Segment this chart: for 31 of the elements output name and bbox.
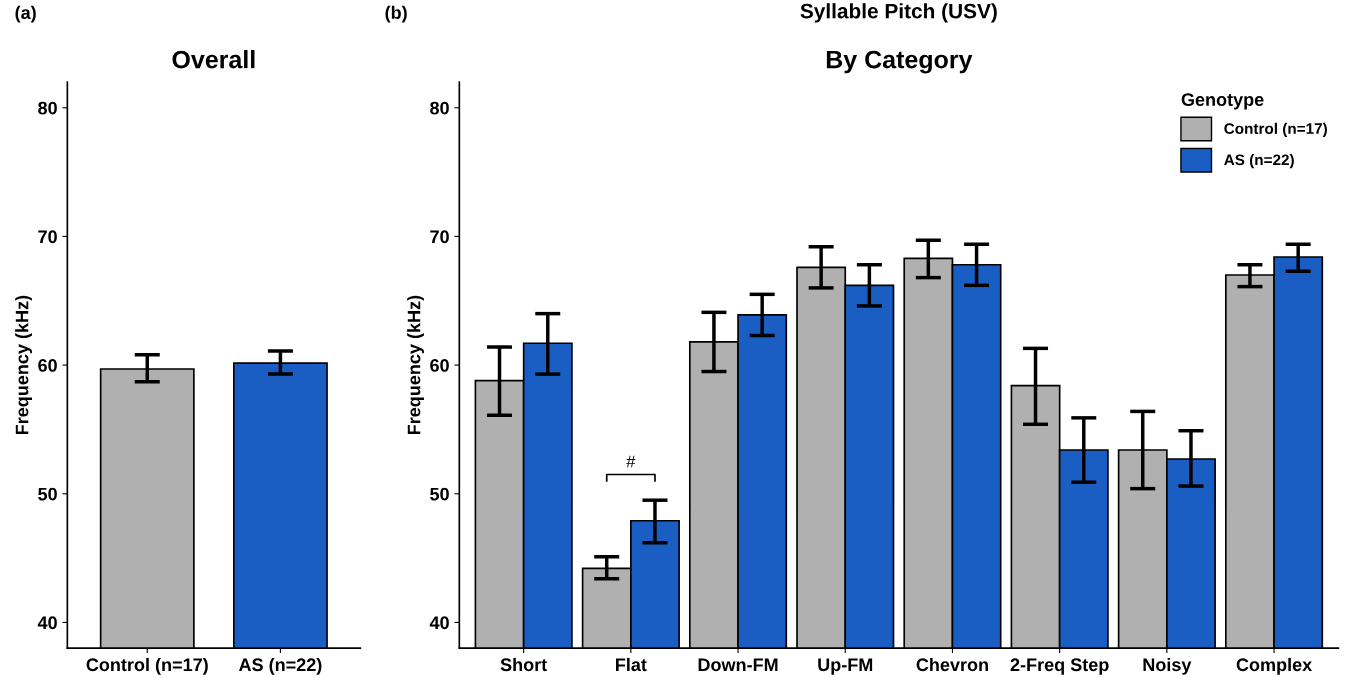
x-tick-label: Flat (616, 657, 647, 672)
y-tick-label: 50 (430, 487, 449, 501)
y-tick-label: 80 (430, 101, 449, 115)
legend-title: Genotype (1181, 93, 1264, 110)
annotation: # (626, 455, 636, 468)
x-tick-label: 2-Freq Step (1010, 658, 1109, 675)
y-tick-label: 50 (38, 487, 57, 501)
x-tick-label: Control (n=17) (86, 657, 208, 675)
x-tick-label: Complex (1236, 657, 1313, 675)
y-tick-label: 40 (37, 616, 57, 630)
text: (a) (15, 5, 36, 23)
y-tick-label: 60 (430, 359, 449, 372)
y-axis-title: Frequency (kHz) (15, 295, 32, 435)
x-tick-label: Short (500, 657, 547, 672)
y-tick-label: 80 (38, 101, 57, 115)
x-tick-label: Up-FM (818, 658, 873, 675)
x-tick-label: AS (n=22) (238, 657, 322, 675)
y-tick-label: 40 (429, 616, 449, 630)
text: (b) (385, 5, 407, 23)
x-tick-label: Chevron (916, 657, 988, 672)
y-tick-label: 60 (38, 359, 57, 372)
legend-label: AS (n=22) (1224, 154, 1294, 169)
chart-subtitle: By Category (826, 50, 973, 74)
y-tick-label: 70 (38, 230, 57, 244)
y-tick-label: 70 (430, 230, 449, 244)
chart-title: Overall (172, 50, 255, 69)
chart-title: Syllable Pitch (USV) (800, 3, 997, 23)
legend-label: Control (n=17) (1224, 122, 1327, 138)
y-axis-title: Frequency (kHz) (407, 295, 424, 435)
x-tick-label: Noisy (1143, 657, 1192, 675)
x-tick-label: Down-FM (698, 658, 778, 672)
